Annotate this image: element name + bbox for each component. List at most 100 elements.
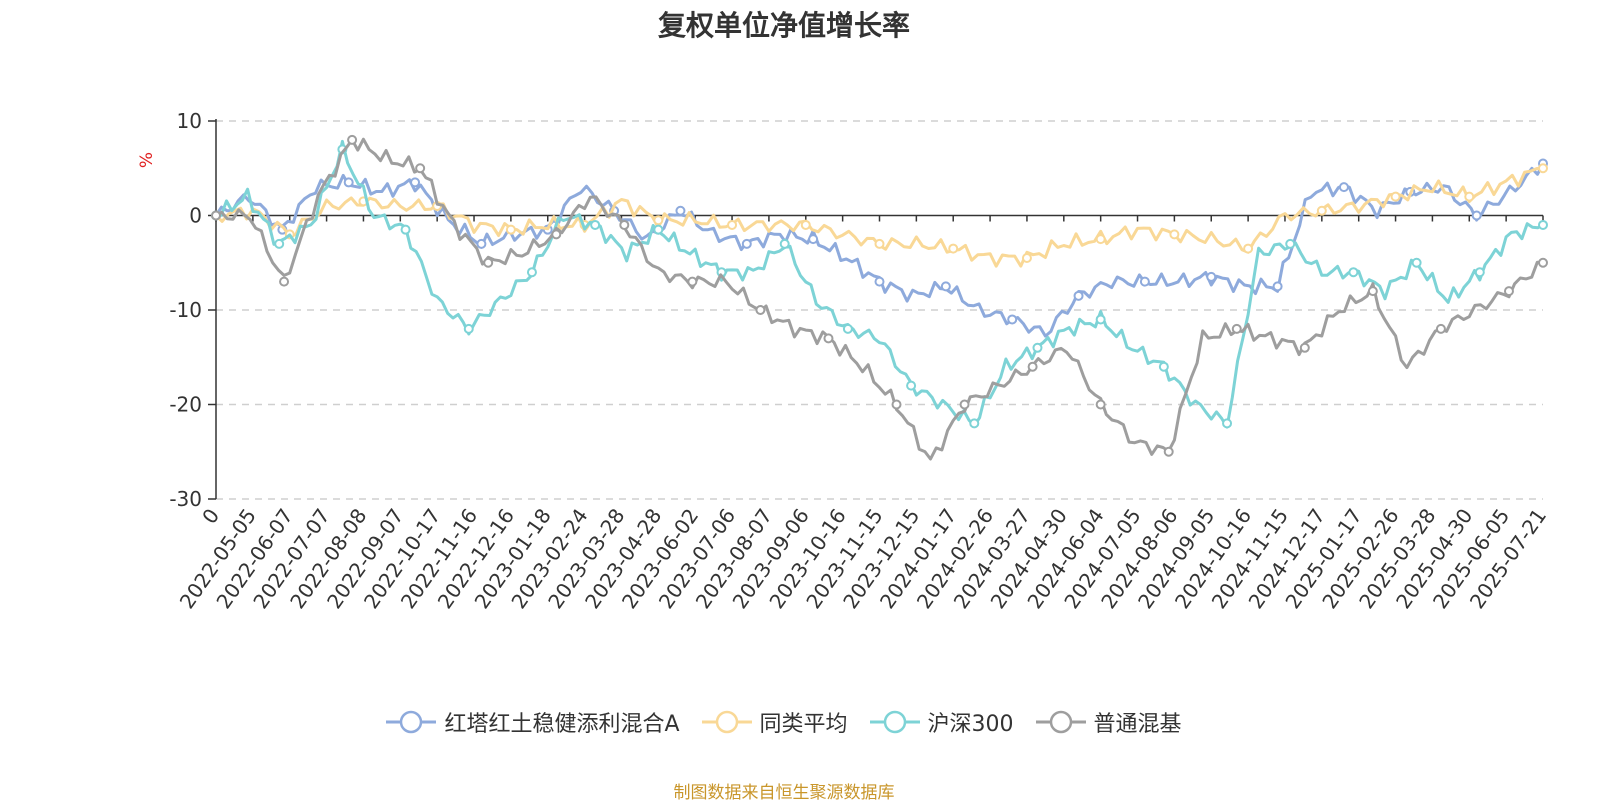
legend-circle	[400, 710, 423, 734]
data-point	[483, 257, 494, 268]
data-point	[1027, 361, 1038, 372]
legend-item[interactable]: 红塔红土稳健添利混合A	[386, 706, 680, 738]
data-point	[808, 234, 819, 245]
data-point	[940, 281, 951, 292]
data-point	[1073, 290, 1084, 301]
data-point	[505, 224, 516, 235]
data-point	[619, 219, 630, 230]
data-point	[343, 177, 354, 188]
data-point	[1316, 205, 1327, 216]
y-tick-label: -20	[169, 393, 202, 417]
data-point	[410, 177, 421, 188]
data-point	[400, 224, 411, 235]
legend-marker-icon	[1035, 710, 1086, 734]
data-point	[653, 215, 664, 226]
data-point	[1095, 399, 1106, 410]
data-point	[727, 219, 738, 230]
data-point	[891, 399, 902, 410]
legend-label: 红塔红土稳健添利混合A	[444, 712, 680, 737]
data-point	[1243, 243, 1254, 254]
data-point	[800, 219, 811, 230]
legend-circle	[883, 710, 906, 734]
data-point	[755, 305, 766, 315]
y-axis-label: %	[137, 152, 157, 168]
data-point	[1464, 191, 1475, 202]
data-point	[1474, 267, 1485, 278]
series-layer	[211, 134, 1548, 461]
data-point	[476, 238, 487, 249]
y-tick-label: -30	[169, 487, 202, 511]
data-point	[874, 238, 885, 249]
data-point	[1348, 267, 1359, 278]
grid-lines	[216, 120, 1543, 500]
data-point	[1471, 210, 1482, 221]
legend-item[interactable]: 同类平均	[701, 706, 848, 738]
data-point	[1272, 281, 1283, 292]
legend-item[interactable]: 普通混基	[1035, 706, 1182, 738]
data-point	[1390, 191, 1401, 202]
data-point	[969, 418, 980, 429]
data-point	[687, 276, 698, 287]
data-point	[1503, 286, 1514, 297]
y-tick-label: -10	[169, 298, 202, 322]
data-point	[1169, 229, 1180, 240]
legend-marker-icon	[386, 710, 437, 734]
data-point	[1411, 257, 1422, 268]
source-note: 制图数据来自恒生聚源数据库	[673, 783, 895, 803]
legend-label: 沪深300	[927, 712, 1014, 737]
data-point	[779, 238, 790, 249]
data-point	[653, 224, 664, 235]
data-point	[590, 219, 601, 230]
data-point	[1367, 286, 1378, 297]
data-point	[823, 333, 834, 344]
data-point	[1158, 361, 1169, 372]
data-point	[274, 238, 285, 249]
data-point	[211, 210, 221, 221]
series-line	[215, 139, 1544, 429]
data-point	[1538, 219, 1548, 230]
y-tick-label: 0	[189, 204, 202, 228]
data-point	[906, 380, 917, 391]
data-point	[1299, 342, 1310, 353]
data-point	[1206, 271, 1217, 282]
data-point	[1285, 238, 1296, 249]
legend-marker-icon	[869, 710, 920, 734]
data-point	[959, 399, 970, 410]
data-point	[675, 205, 686, 216]
data-point	[1231, 323, 1242, 334]
legend: 红塔红土稳健添利混合A 同类平均 沪深300 普通混基	[0, 706, 1568, 738]
data-point	[1095, 314, 1106, 325]
data-point	[526, 267, 537, 278]
data-point	[1338, 182, 1349, 193]
data-point	[1435, 323, 1446, 334]
y-tick-label: 10	[177, 109, 202, 133]
legend-label: 同类平均	[759, 712, 848, 737]
data-point	[874, 276, 885, 287]
data-point	[279, 276, 290, 287]
data-point	[1007, 314, 1018, 325]
data-point	[1032, 342, 1043, 353]
legend-marker-icon	[701, 710, 752, 734]
legend-circle	[1049, 710, 1072, 734]
data-point	[551, 229, 562, 240]
data-point	[1139, 276, 1150, 287]
legend-label: 普通混基	[1093, 712, 1182, 737]
data-point	[1222, 418, 1233, 429]
data-point	[948, 243, 959, 254]
data-point	[1021, 253, 1032, 264]
x-tick-label: 0	[197, 504, 224, 528]
data-point	[842, 323, 853, 334]
chart-title: 复权单位净值增长率	[657, 9, 910, 42]
legend-item[interactable]: 沪深300	[869, 706, 1014, 738]
data-point	[1538, 257, 1548, 268]
data-point	[415, 163, 426, 174]
legend-circle	[715, 710, 738, 734]
data-point	[741, 238, 752, 249]
data-point	[1538, 163, 1548, 174]
data-point	[1163, 446, 1174, 457]
data-point	[463, 323, 474, 334]
data-point	[1095, 234, 1106, 245]
data-point	[347, 134, 358, 145]
series-line	[215, 137, 1544, 461]
